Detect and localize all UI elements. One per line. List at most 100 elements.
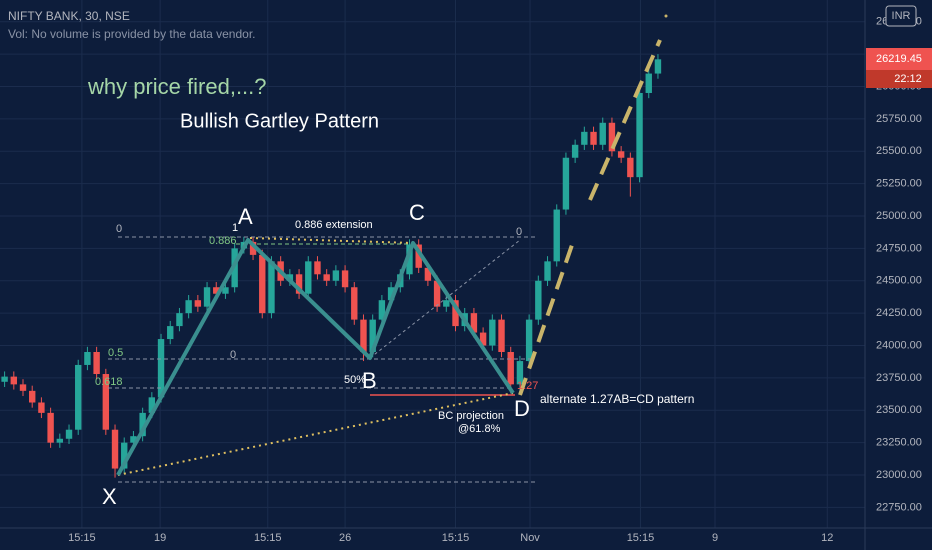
candle-body — [121, 442, 128, 469]
candle-body — [627, 157, 634, 178]
grid — [0, 0, 865, 528]
annotation: 0.886 extension — [295, 219, 373, 231]
candle-body — [544, 261, 551, 281]
candle-body — [65, 429, 73, 439]
x-tick-label: 12 — [821, 532, 833, 544]
candle-body — [38, 402, 45, 413]
candle-body — [259, 254, 266, 314]
chart-title: NIFTY BANK, 30, NSE — [8, 9, 130, 23]
chart-subtitle: Vol: No volume is provided by the data v… — [8, 27, 255, 41]
countdown: 22:12 — [894, 73, 922, 85]
fib-label: 0.5 — [108, 347, 123, 359]
y-tick-label: 24250.00 — [876, 307, 922, 319]
candle-body — [424, 267, 432, 281]
x-axis: 15:15 19 15:15 26 15:15 Nov 15:15 9 12 — [68, 532, 833, 544]
candle-body — [148, 397, 156, 413]
candle-body — [93, 352, 100, 375]
candle-body — [314, 261, 321, 275]
currency-box — [885, 5, 917, 27]
candle-body — [56, 438, 64, 443]
candle-body — [203, 287, 211, 307]
candle-body — [185, 300, 192, 314]
candle-body — [571, 144, 579, 158]
candle-body — [489, 319, 496, 346]
fib-label: 0 — [116, 223, 122, 235]
last-price: 26219.45 — [876, 53, 922, 65]
candle-body — [351, 287, 358, 320]
candle-body — [249, 241, 257, 255]
candle-body — [590, 131, 597, 145]
candle-body — [1, 376, 8, 382]
point-label: A — [238, 204, 253, 229]
candle-body — [608, 122, 616, 152]
candle-body — [645, 73, 652, 93]
candle-body — [29, 390, 36, 403]
x-tick-label: Nov — [520, 532, 540, 544]
drawings — [108, 14, 668, 483]
candle-body — [10, 376, 18, 385]
y-tick-label: 25000.00 — [876, 210, 922, 222]
y-tick-label: 25250.00 — [876, 178, 922, 190]
fib-label: 0.618 — [95, 376, 123, 388]
point-label: B — [362, 368, 377, 393]
fib-label: 1.27 — [517, 380, 538, 392]
annotation: BC projection — [438, 410, 504, 422]
candle-body — [443, 300, 450, 307]
candle-body — [378, 300, 386, 320]
x-tick-label: 15:15 — [68, 532, 96, 544]
y-tick-label: 24500.00 — [876, 275, 922, 287]
candle-body — [111, 429, 119, 469]
projection-line — [369, 239, 521, 359]
fib-label: 0.886 — [209, 235, 237, 247]
candle-body — [139, 412, 146, 437]
candle-body — [332, 270, 340, 281]
candle-body — [599, 122, 606, 145]
candle-body — [341, 270, 349, 288]
point-label: D — [514, 396, 530, 421]
x-tick-label: 15:15 — [442, 532, 470, 544]
candle-body — [167, 326, 174, 340]
candle-body — [176, 313, 183, 327]
headline: why price fired,...? — [87, 74, 267, 99]
y-tick-label: 23250.00 — [876, 437, 922, 449]
ac-line — [249, 237, 414, 244]
y-tick-label: 23000.00 — [876, 469, 922, 481]
y-tick-label: 25500.00 — [876, 145, 922, 157]
fib-label: 1 — [232, 222, 238, 234]
candle-body — [387, 287, 395, 301]
y-tick-label: 23750.00 — [876, 372, 922, 384]
candle-body — [654, 59, 662, 74]
annotation: @61.8% — [458, 423, 501, 435]
trend-dash — [588, 39, 662, 201]
point-label: X — [102, 484, 117, 509]
y-tick-label: 23500.00 — [876, 404, 922, 416]
candle-body — [295, 274, 303, 294]
candle-body — [286, 274, 294, 281]
candle-body — [507, 352, 514, 385]
currency: INR — [892, 10, 911, 22]
candle-body — [581, 131, 588, 145]
candle-body — [194, 300, 202, 307]
y-tick-label: 25750.00 — [876, 113, 922, 125]
candle-body — [268, 261, 275, 314]
candle-body — [19, 384, 27, 391]
countdown-tag — [866, 70, 932, 88]
candle-body — [222, 287, 229, 294]
candle-body — [84, 352, 91, 365]
dot — [664, 14, 668, 18]
x-tick-label: 9 — [712, 532, 718, 544]
candle-body — [516, 361, 524, 385]
candle-body — [415, 244, 422, 268]
candle-body — [562, 157, 570, 210]
candle-body — [102, 374, 110, 430]
annotations: why price fired,...? Bullish Gartley Pat… — [87, 74, 694, 509]
candle-body — [479, 332, 487, 346]
y-tick-label: 22750.00 — [876, 501, 922, 513]
candle-body — [470, 313, 478, 333]
fib-label: 0 — [230, 349, 236, 361]
candle-body — [525, 319, 533, 362]
candle-body — [75, 364, 82, 430]
point-label: C — [409, 200, 425, 225]
